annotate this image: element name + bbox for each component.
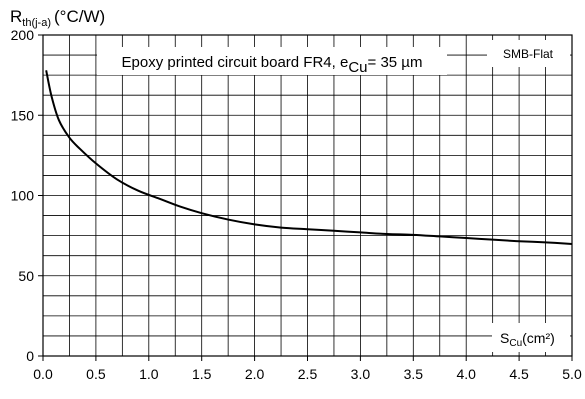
- x-tick-label: 2.0: [245, 366, 265, 382]
- badge-box: SMB-Flat: [487, 40, 570, 67]
- y-tick-label: 0: [26, 348, 34, 364]
- y-axis-label-main: R: [10, 7, 22, 26]
- x-axis-label: SCu(cm²): [500, 330, 555, 349]
- annotation-text: Epoxy printed circuit board FR4, eCu= 35…: [122, 54, 423, 76]
- x-tick-label: 4.5: [509, 366, 529, 382]
- annotation-rest: = 35 µm: [368, 54, 423, 71]
- y-axis-label-unit: (°C/W): [54, 7, 105, 26]
- y-axis-label: Rth(j-a) (°C/W): [10, 7, 105, 29]
- badge-background: [487, 40, 570, 67]
- annotation-background: [97, 47, 447, 75]
- y-axis-label-sub: th(j-a): [22, 17, 51, 29]
- x-tick-label: 0.0: [33, 366, 53, 382]
- annotation-main: Epoxy printed circuit board FR4, e: [122, 54, 349, 71]
- x-axis-label-sub: Cu: [509, 338, 522, 349]
- x-tick-label: 4.0: [456, 366, 476, 382]
- annotation-sub: Cu: [348, 59, 367, 76]
- series-line: [45, 70, 573, 245]
- x-tick-label: 3.0: [351, 366, 371, 382]
- x-tick-label: 2.5: [298, 366, 318, 382]
- x-axis-label-main: S: [500, 330, 509, 346]
- x-tick-label: 0.5: [86, 366, 106, 382]
- x-axis-label-unit: (cm²): [522, 330, 555, 346]
- x-tick-label: 1.5: [192, 366, 212, 382]
- annotation-box: Epoxy printed circuit board FR4, eCu= 35…: [97, 47, 447, 76]
- x-tick-label: 1.0: [139, 366, 159, 382]
- y-tick-label: 100: [11, 188, 35, 204]
- curve-layer: [45, 70, 573, 245]
- y-tick-label: 200: [11, 27, 35, 43]
- y-tick-label: 50: [18, 268, 34, 284]
- xlabel-background: [492, 323, 570, 352]
- y-tick-label: 150: [11, 107, 35, 123]
- plot-frame: [42, 34, 573, 357]
- badge-label: SMB-Flat: [503, 47, 554, 61]
- tick-labels: 0.0 0.5 1.0 1.5 2.0 2.5 3.0 3.5 4.0 4.5 5.0 0 50 100 1…: [11, 27, 582, 382]
- x-tick-label: 5.0: [562, 366, 582, 382]
- x-tick-label: 3.5: [404, 366, 424, 382]
- grid-lines: [43, 35, 572, 356]
- xlabel-box: SCu(cm²): [492, 323, 570, 352]
